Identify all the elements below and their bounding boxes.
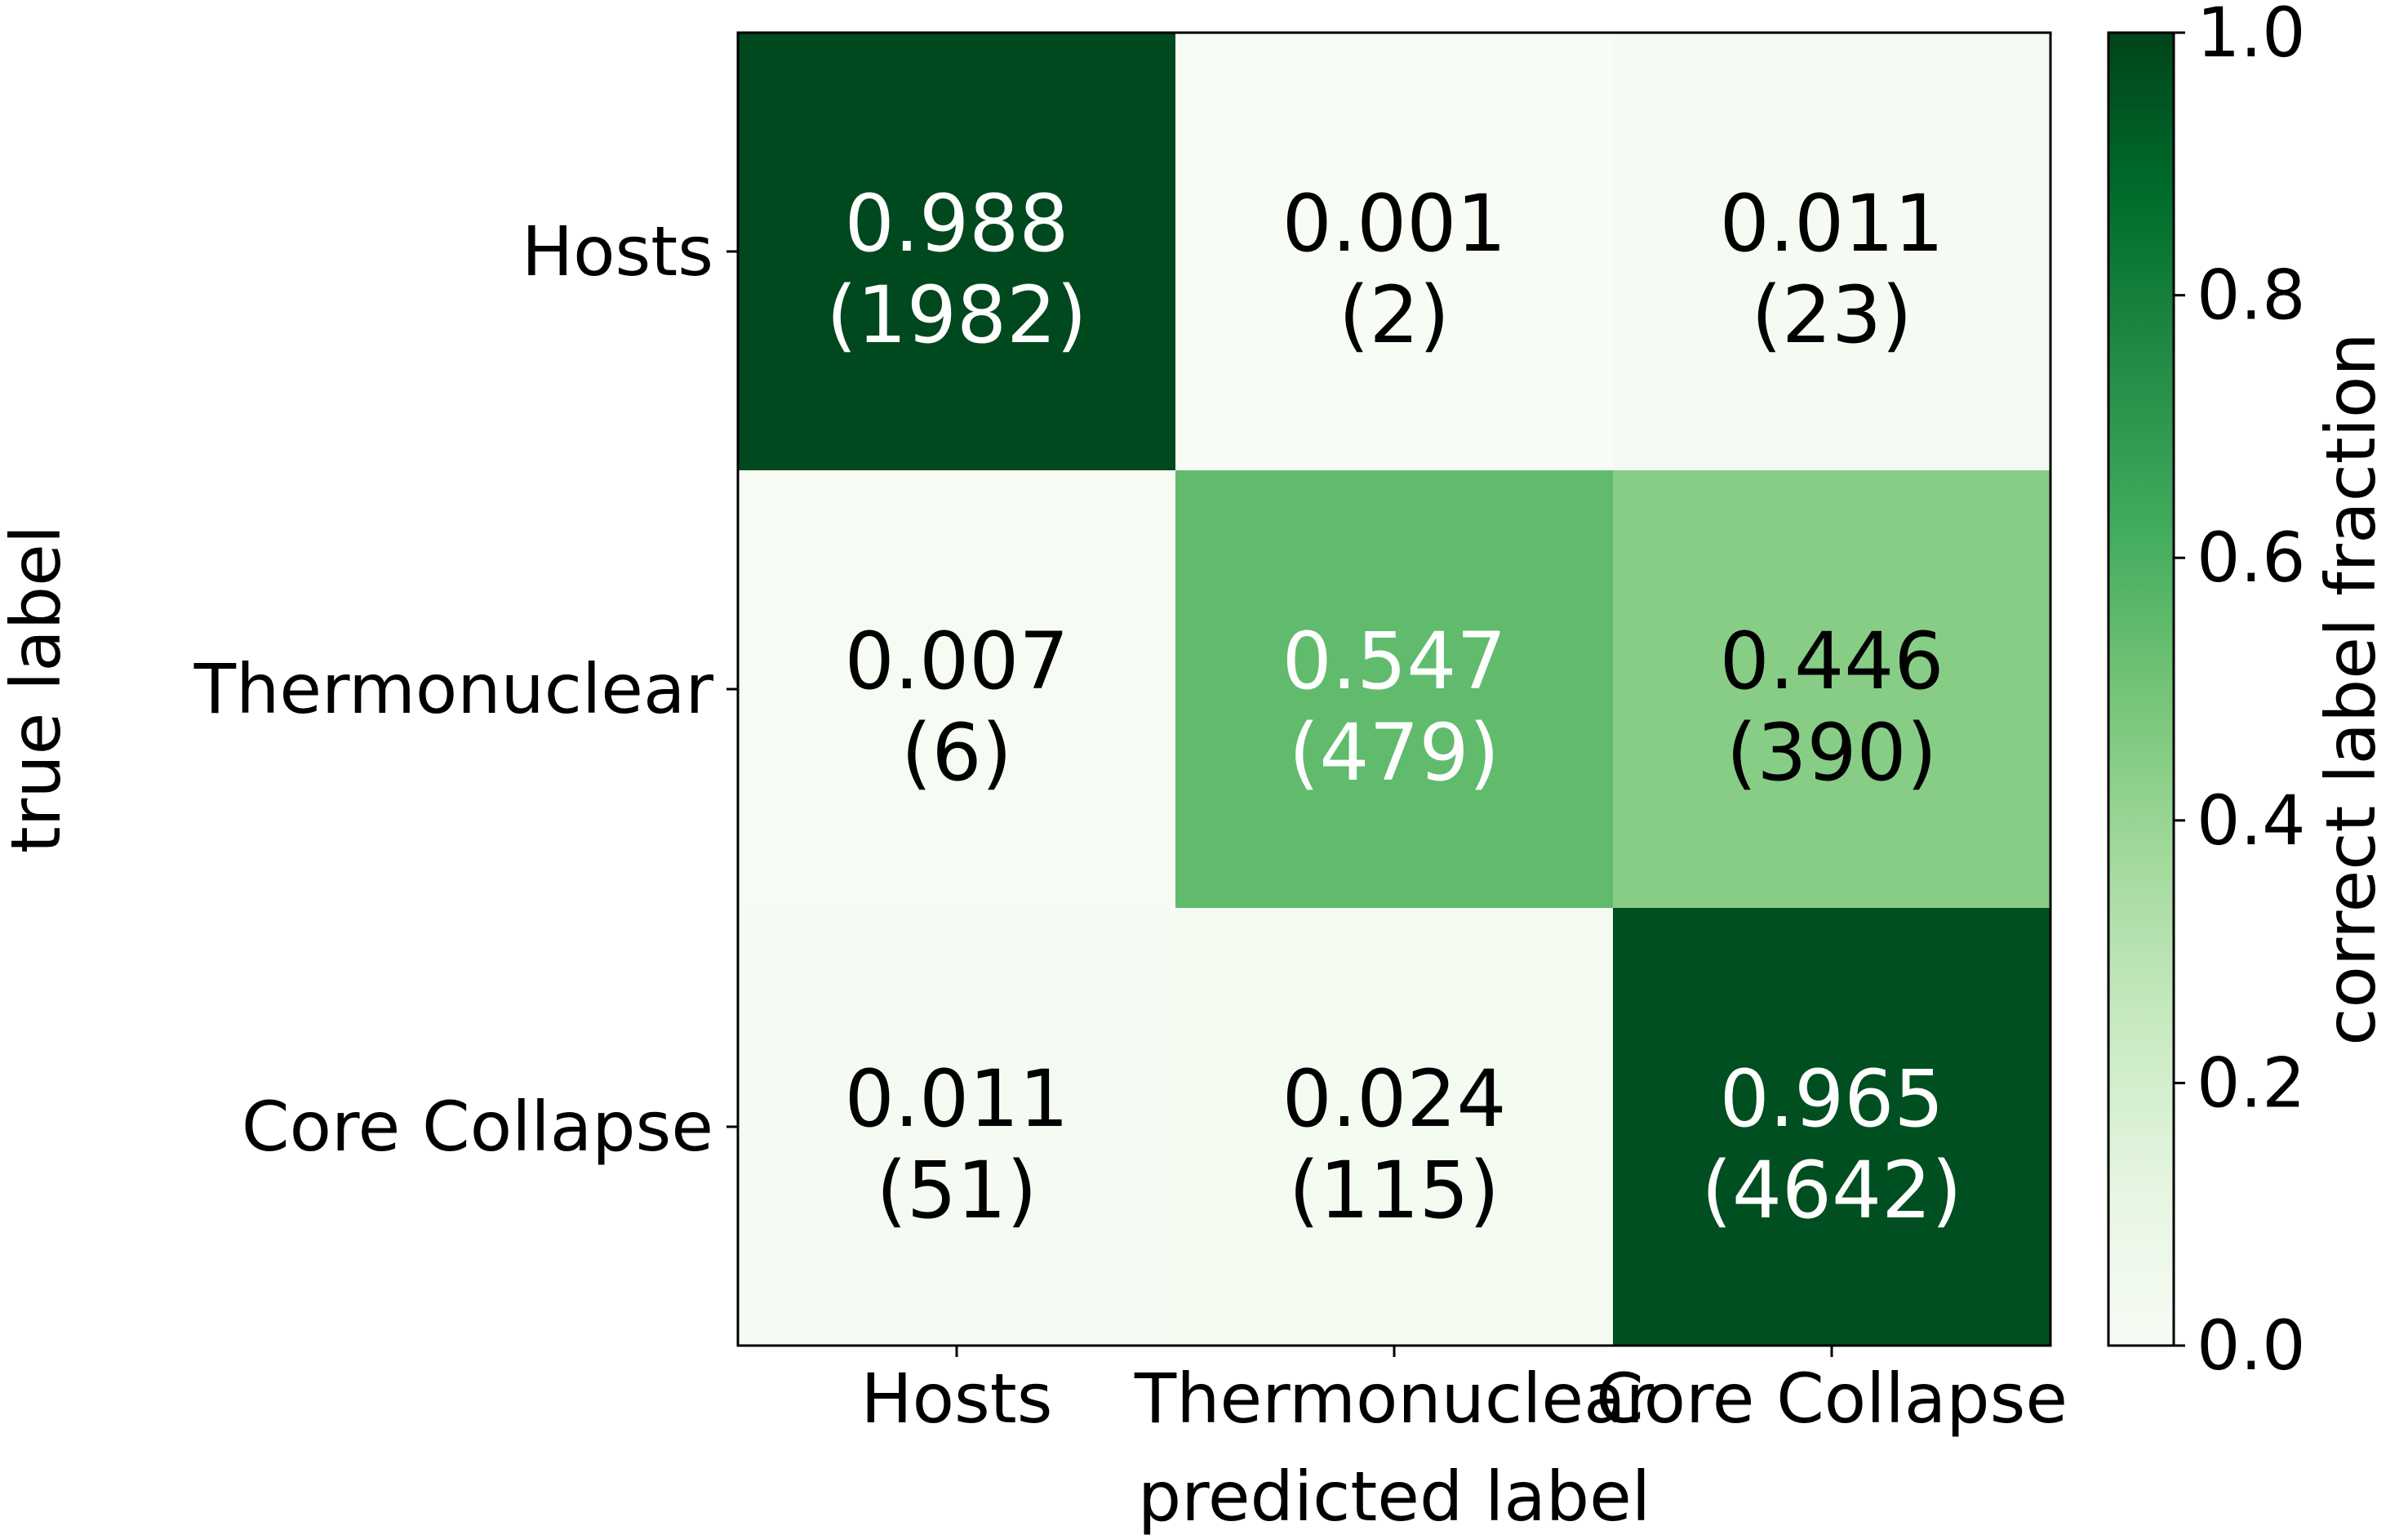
cell-count-label: (23) xyxy=(1751,269,1912,361)
cell-value-label: 0.011 xyxy=(845,1053,1069,1145)
heatmap-cell-r0-c0 xyxy=(738,33,1176,471)
heatmap-cell-r2-c0 xyxy=(738,908,1176,1346)
x-axis-label: predicted label xyxy=(1138,1457,1651,1535)
cell-count-label: (115) xyxy=(1289,1145,1499,1236)
y-tick-label: Core Collapse xyxy=(242,1087,713,1167)
colorbar-label: correct label fraction xyxy=(2311,332,2391,1045)
y-axis-label: true label xyxy=(0,525,76,853)
heatmap-cell-r0-c2 xyxy=(1613,33,2051,471)
colorbar-tick-label: 1.0 xyxy=(2197,0,2306,73)
heatmap-cell-r1-c2 xyxy=(1613,470,2051,909)
y-tick-label: Hosts xyxy=(522,211,713,291)
colorbar-tick-label: 0.4 xyxy=(2197,781,2306,861)
cell-value-label: 0.547 xyxy=(1282,616,1507,707)
heatmap-cell-r1-c1 xyxy=(1175,470,1614,909)
cell-value-label: 0.965 xyxy=(1720,1053,1944,1145)
cell-count-label: (6) xyxy=(901,707,1012,799)
x-tick-label: Thermonuclear xyxy=(1134,1359,1655,1439)
heatmap-cell-labels: 0.988(1982)0.001(2)0.011(23)0.007(6)0.54… xyxy=(826,178,1961,1236)
colorbar-tick-label: 0.0 xyxy=(2197,1306,2306,1386)
heatmap-cell-r0-c1 xyxy=(1175,33,1614,471)
heatmap-cell-r1-c0 xyxy=(738,470,1176,909)
colorbar: 0.0 0.2 0.4 0.6 0.8 1.0 correct label fraction xyxy=(2107,0,2391,1386)
heatmap-cell-r2-c2 xyxy=(1613,908,2051,1346)
cell-value-label: 0.446 xyxy=(1720,616,1944,707)
cell-value-label: 0.007 xyxy=(845,616,1069,707)
cell-count-label: (2) xyxy=(1339,269,1450,361)
cell-count-label: (479) xyxy=(1289,707,1499,799)
colorbar-tick-label: 0.8 xyxy=(2197,256,2306,336)
heatmap-cells xyxy=(738,33,2051,1346)
colorbar-tick-label: 0.2 xyxy=(2197,1043,2306,1123)
colorbar-gradient xyxy=(2107,31,2175,1347)
cell-value-label: 0.001 xyxy=(1282,178,1507,269)
cell-count-label: (4642) xyxy=(1701,1145,1961,1236)
heatmap-cell-r2-c1 xyxy=(1175,908,1614,1346)
cell-count-label: (51) xyxy=(876,1145,1037,1236)
y-tick-label: Thermonuclear xyxy=(193,649,714,729)
cell-value-label: 0.011 xyxy=(1720,178,1944,269)
x-tick-label: Core Collapse xyxy=(1596,1359,2068,1439)
cell-count-label: (1982) xyxy=(826,269,1086,361)
cell-value-label: 0.024 xyxy=(1282,1053,1507,1145)
colorbar-tick-label: 0.6 xyxy=(2197,518,2306,598)
cell-value-label: 0.988 xyxy=(845,178,1069,269)
cell-count-label: (390) xyxy=(1726,707,1937,799)
x-tick-label: Hosts xyxy=(860,1359,1052,1439)
